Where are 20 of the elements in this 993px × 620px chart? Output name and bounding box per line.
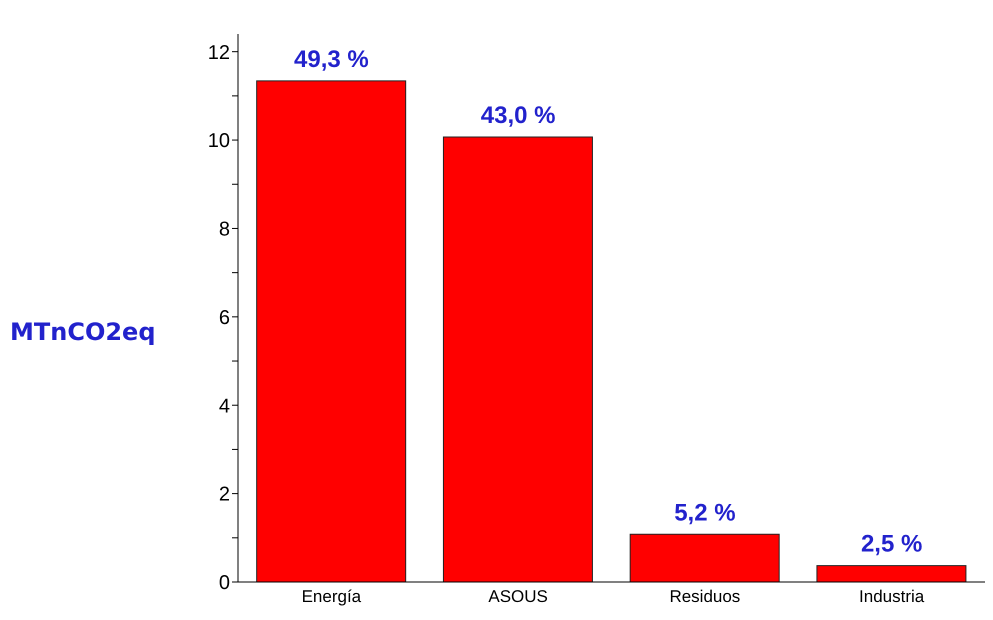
annotation: 2,5 % xyxy=(860,530,922,558)
y-tick-label: 0 xyxy=(218,572,230,594)
bar xyxy=(442,136,593,582)
y-tick-label: 10 xyxy=(208,130,230,152)
bar xyxy=(630,534,780,582)
y-tick-label: 2 xyxy=(218,484,230,506)
x-tick-label: Energía xyxy=(302,587,362,606)
x-tick-label: Industria xyxy=(859,587,925,606)
x-tick-label: Residuos xyxy=(669,587,740,606)
annotation: 5,2 % xyxy=(674,499,736,526)
y-tick-label: 6 xyxy=(218,306,230,329)
annotation: 43,0 % xyxy=(480,102,556,129)
y-axis-title: MTnCO2eq xyxy=(10,318,156,346)
bar xyxy=(816,565,966,582)
bar xyxy=(256,80,406,582)
y-tick-label: 12 xyxy=(208,42,230,64)
y-tick-label: 4 xyxy=(218,395,230,418)
y-tick-label: 8 xyxy=(218,218,230,241)
x-tick-label: ASOUS xyxy=(488,587,548,606)
annotation: 49,3 % xyxy=(294,46,369,73)
